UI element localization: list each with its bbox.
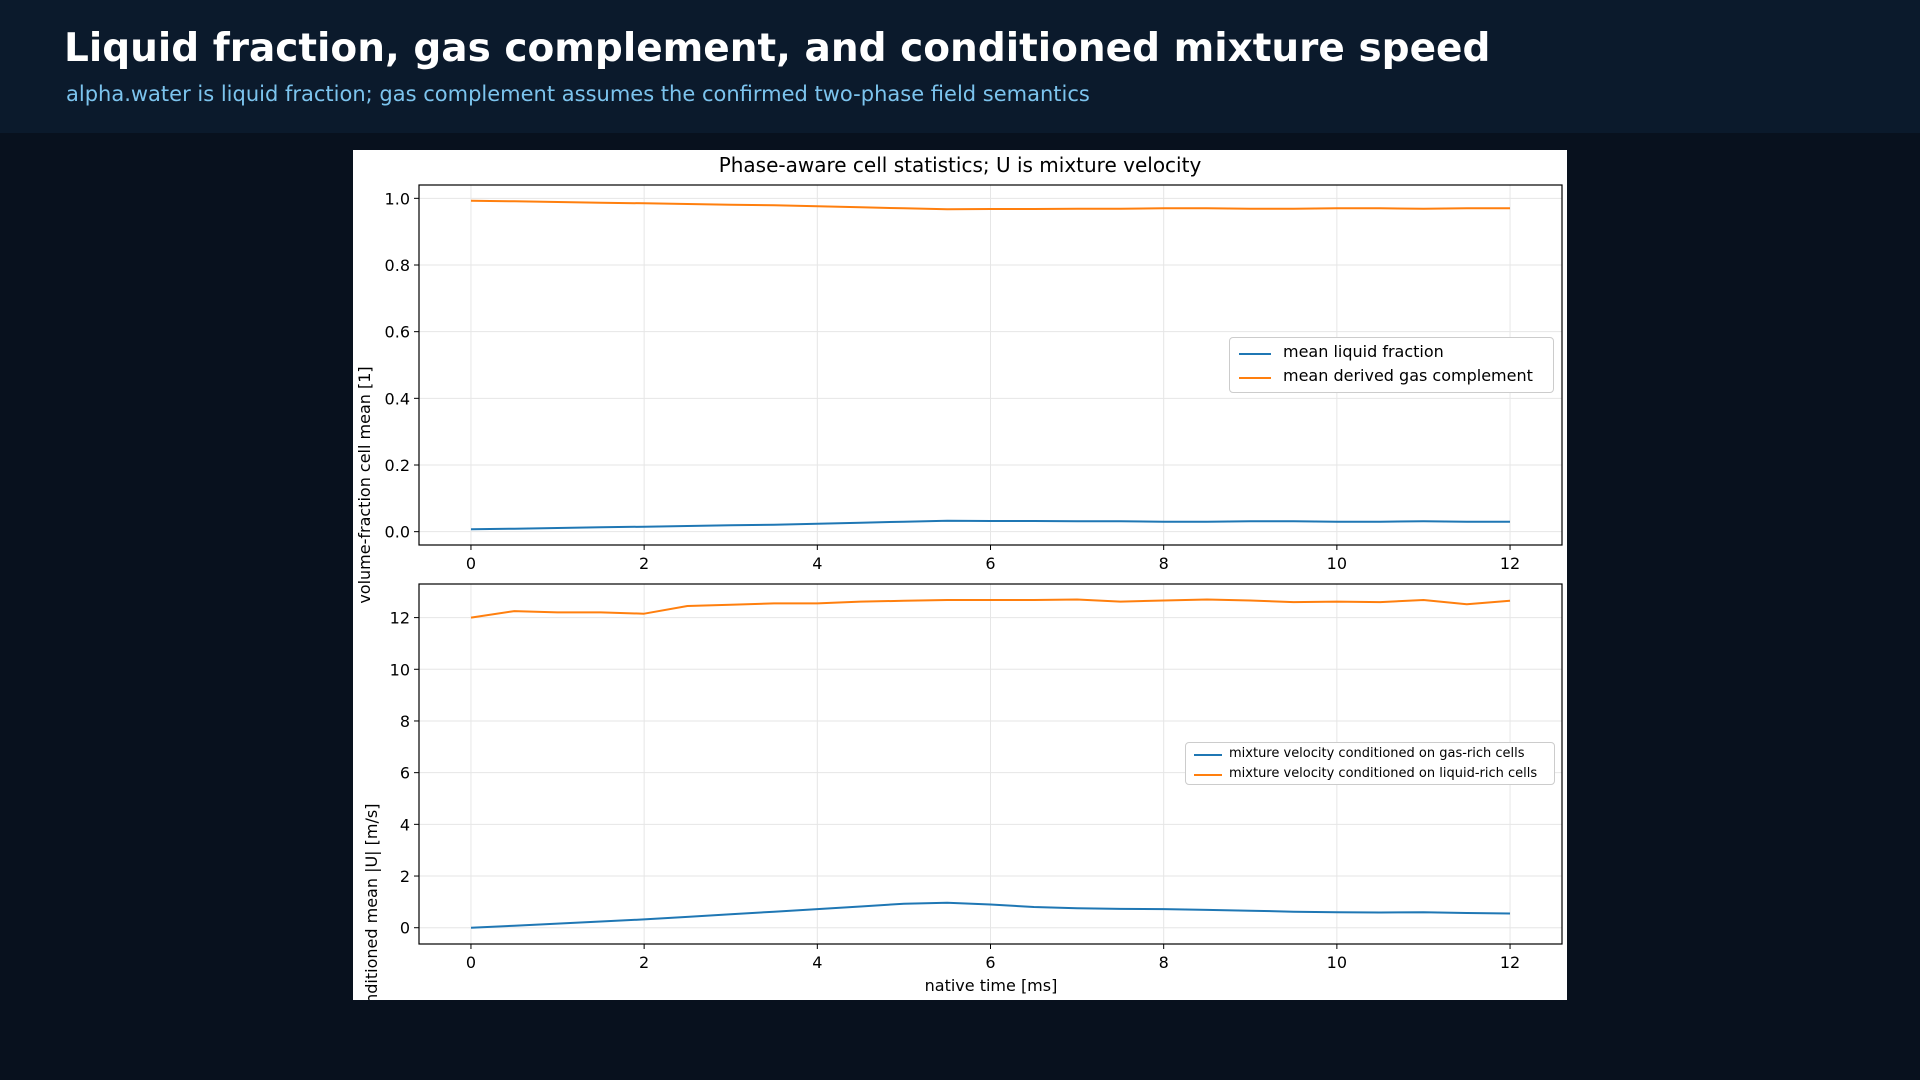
top-panel-ylabel: volume-fraction cell mean [1] bbox=[355, 366, 374, 603]
top-panel-xtick-label: 12 bbox=[1500, 554, 1520, 573]
bottom-panel-ytick-label: 12 bbox=[390, 609, 410, 628]
bottom-panel-xtick-label: 8 bbox=[1159, 953, 1169, 972]
top-panel-ytick-label: 0.2 bbox=[385, 456, 410, 475]
bottom-panel-ylabel: conditioned mean |U| [m/s] bbox=[362, 804, 381, 1000]
top-panel-xtick-label: 0 bbox=[466, 554, 476, 573]
bottom-panel-ytick-label: 8 bbox=[400, 712, 410, 731]
bottom-panel-xlabel: native time [ms] bbox=[925, 976, 1058, 995]
top-panel-ytick-label: 0.8 bbox=[385, 256, 410, 275]
bottom-panel-ytick-label: 4 bbox=[400, 815, 410, 834]
top-panel-legend: mean liquid fraction mean derived gas co… bbox=[1229, 337, 1554, 393]
top-panel-xtick-label: 2 bbox=[639, 554, 649, 573]
bottom-panel-xtick-label: 4 bbox=[812, 953, 822, 972]
bottom-panel-ytick-label: 6 bbox=[400, 764, 410, 783]
top-panel-ticks: 0 2 4 6 8 10 12 0.0 0.2 0.4 0.6 0.8 1.0 bbox=[385, 189, 1521, 573]
top-panel-series-line-0 bbox=[470, 519, 1510, 531]
top-panel-ytick-label: 0.0 bbox=[385, 523, 410, 542]
page-title: Liquid fraction, gas complement, and con… bbox=[64, 26, 1491, 71]
top-panel-ytick-label: 1.0 bbox=[385, 189, 410, 208]
bottom-panel-grid bbox=[419, 584, 1562, 944]
top-panel-xtick-label: 4 bbox=[812, 554, 822, 573]
bottom-panel-series bbox=[470, 598, 1511, 929]
chart-canvas: 0 2 4 6 8 10 12 0.0 0.2 0.4 0.6 0.8 1.0 0 2 4 6 8 10 12 0 2 4… bbox=[355, 184, 1563, 1000]
bottom-panel-legend: mixture velocity conditioned on gas-rich… bbox=[1185, 742, 1555, 785]
bottom-panel-xtick-label: 10 bbox=[1327, 953, 1347, 972]
top-panel-xtick-label: 8 bbox=[1159, 554, 1169, 573]
header-bar: Liquid fraction, gas complement, and con… bbox=[0, 0, 1920, 133]
legend-label-liquid-rich: mixture velocity conditioned on liquid-r… bbox=[1229, 766, 1538, 781]
bottom-panel-ticks: 0 2 4 6 8 10 12 0 2 4 6 8 10 12 bbox=[390, 609, 1521, 972]
bottom-panel-ytick-label: 0 bbox=[400, 919, 410, 938]
top-panel-grid bbox=[419, 185, 1562, 545]
bottom-panel-xtick-label: 2 bbox=[639, 953, 649, 972]
top-panel-series-line-1 bbox=[470, 199, 1510, 211]
top-panel-xtick-label: 10 bbox=[1327, 554, 1347, 573]
legend-swatch-liquid-fraction bbox=[1239, 353, 1271, 355]
top-panel-ytick-label: 0.6 bbox=[385, 323, 410, 342]
page-subtitle: alpha.water is liquid fraction; gas comp… bbox=[66, 82, 1090, 106]
bottom-panel-series-line-0 bbox=[470, 901, 1511, 929]
legend-label-gas-rich: mixture velocity conditioned on gas-rich… bbox=[1229, 746, 1525, 761]
legend-label-gas-complement: mean derived gas complement bbox=[1283, 366, 1533, 385]
legend-label-liquid-fraction: mean liquid fraction bbox=[1283, 342, 1444, 361]
bottom-panel-series-line-1 bbox=[470, 598, 1511, 619]
legend-swatch-gas-rich bbox=[1194, 754, 1222, 756]
bottom-panel-xtick-label: 6 bbox=[985, 953, 995, 972]
chart-title: Phase-aware cell statistics; U is mixtur… bbox=[718, 153, 1202, 177]
bottom-panel-xtick-label: 0 bbox=[466, 953, 476, 972]
top-panel-series bbox=[470, 199, 1510, 531]
legend-swatch-liquid-rich bbox=[1194, 774, 1222, 776]
legend-swatch-gas-complement bbox=[1239, 377, 1271, 379]
top-panel-ytick-label: 0.4 bbox=[385, 389, 410, 408]
bottom-panel-ytick-label: 2 bbox=[400, 867, 410, 886]
chart-figure: Phase-aware cell statistics; U is mixtur… bbox=[353, 150, 1567, 1000]
bottom-panel-xtick-label: 12 bbox=[1500, 953, 1520, 972]
top-panel-xtick-label: 6 bbox=[985, 554, 995, 573]
bottom-panel-ytick-label: 10 bbox=[390, 660, 410, 679]
